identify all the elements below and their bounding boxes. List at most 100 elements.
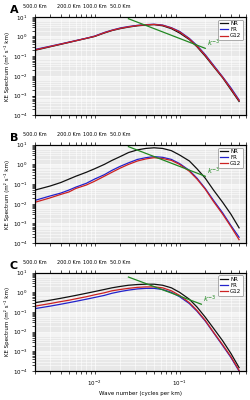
FR: [204, 52, 207, 57]
G12: [103, 290, 106, 295]
FR: [74, 38, 77, 43]
G12: [59, 42, 62, 46]
FR: [93, 177, 96, 182]
FR: [34, 47, 37, 52]
FR: [161, 287, 164, 292]
FR: [93, 34, 96, 38]
Text: $k^{-3}$: $k^{-3}$: [207, 38, 220, 49]
NR: [68, 40, 70, 45]
G12: [229, 224, 232, 229]
G12: [74, 186, 77, 191]
Legend: NR, FR, G12: NR, FR, G12: [218, 148, 243, 168]
NR: [221, 200, 224, 205]
G12: [85, 183, 88, 188]
G12: [93, 292, 96, 297]
NR: [74, 38, 77, 43]
G12: [212, 199, 215, 204]
Line: NR: NR: [35, 25, 239, 102]
FR: [238, 369, 240, 374]
NR: [136, 148, 139, 152]
Line: G12: G12: [35, 287, 239, 370]
G12: [59, 192, 62, 197]
G12: [85, 36, 88, 41]
FR: [85, 297, 88, 302]
FR: [196, 176, 198, 180]
G12: [110, 28, 114, 33]
FR: [103, 172, 106, 177]
NR: [221, 338, 224, 343]
G12: [74, 296, 77, 301]
FR: [221, 210, 224, 215]
NR: [204, 176, 207, 180]
NR: [59, 42, 62, 47]
FR: [238, 235, 240, 240]
G12: [161, 286, 164, 290]
G12: [178, 162, 181, 167]
G12: [170, 26, 173, 30]
NR: [229, 351, 232, 356]
NR: [93, 289, 96, 294]
NR: [204, 54, 207, 58]
NR: [152, 22, 156, 27]
NR: [170, 26, 173, 31]
G12: [152, 22, 156, 27]
NR: [238, 365, 240, 370]
NR: [34, 300, 37, 305]
G12: [229, 86, 232, 91]
NR: [238, 226, 240, 230]
NR: [59, 180, 62, 185]
FR: [170, 157, 173, 162]
G12: [48, 301, 51, 306]
Line: G12: G12: [35, 24, 239, 101]
NR: [188, 37, 191, 42]
NR: [144, 23, 147, 28]
NR: [103, 31, 106, 36]
G12: [48, 196, 51, 200]
FR: [196, 43, 198, 48]
G12: [119, 166, 122, 170]
Legend: NR, FR, G12: NR, FR, G12: [218, 276, 243, 296]
FR: [85, 181, 88, 186]
FR: [178, 29, 181, 34]
G12: [196, 44, 198, 49]
FR: [188, 301, 191, 306]
FR: [103, 293, 106, 298]
G12: [188, 300, 191, 305]
FR: [161, 23, 164, 28]
NR: [68, 294, 70, 299]
NR: [103, 162, 106, 167]
NR: [196, 166, 198, 171]
FR: [204, 319, 207, 324]
FR: [127, 288, 130, 292]
Text: $k^{-3}$: $k^{-3}$: [207, 166, 220, 177]
NR: [196, 44, 198, 49]
NR: [212, 64, 215, 69]
Y-axis label: KE Spectrum (m² s⁻² km): KE Spectrum (m² s⁻² km): [4, 32, 10, 100]
FR: [144, 155, 147, 160]
NR: [144, 282, 147, 286]
FR: [74, 299, 77, 304]
NR: [212, 326, 215, 331]
G12: [204, 318, 207, 323]
NR: [229, 212, 232, 216]
G12: [178, 293, 181, 298]
G12: [188, 169, 191, 174]
FR: [212, 63, 215, 68]
NR: [74, 174, 77, 179]
FR: [212, 330, 215, 335]
G12: [196, 308, 198, 313]
FR: [119, 289, 122, 294]
G12: [34, 200, 37, 205]
NR: [48, 44, 51, 49]
G12: [144, 22, 147, 27]
G12: [93, 34, 96, 39]
X-axis label: Wave number (cycles per km): Wave number (cycles per km): [99, 391, 182, 396]
Line: G12: G12: [35, 158, 239, 240]
Line: FR: FR: [35, 24, 239, 100]
Line: NR: NR: [35, 284, 239, 368]
G12: [221, 342, 224, 347]
FR: [170, 290, 173, 295]
NR: [238, 99, 240, 104]
G12: [212, 64, 215, 68]
FR: [48, 304, 51, 308]
